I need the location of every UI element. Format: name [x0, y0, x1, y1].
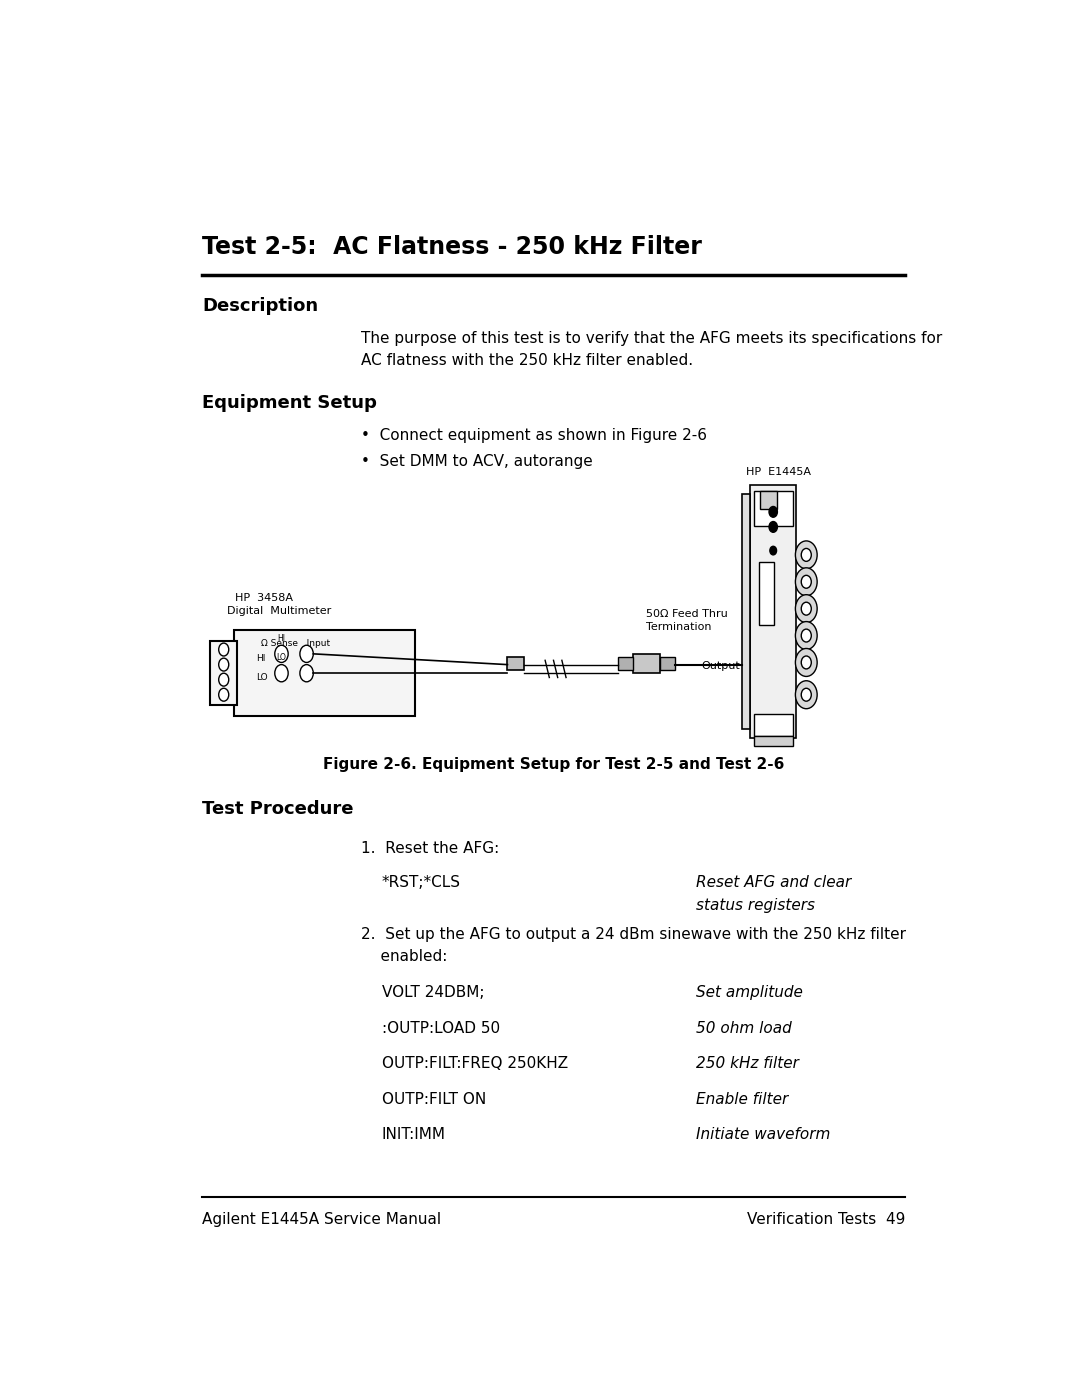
Text: Digital  Multimeter: Digital Multimeter [227, 606, 332, 616]
Text: 1.  Reset the AFG:: 1. Reset the AFG: [361, 841, 499, 856]
Bar [754, 492, 793, 525]
Bar [633, 654, 660, 673]
Text: HP  3458A: HP 3458A [235, 594, 294, 604]
Text: 250 kHz filter: 250 kHz filter [696, 1056, 799, 1071]
Text: HI: HI [278, 634, 285, 643]
Circle shape [218, 658, 229, 671]
Text: Description: Description [202, 296, 319, 314]
Circle shape [801, 629, 811, 643]
Circle shape [801, 657, 811, 669]
Text: OUTP:FILT:FREQ 250KHZ: OUTP:FILT:FREQ 250KHZ [382, 1056, 568, 1071]
Circle shape [795, 622, 818, 650]
Bar [742, 493, 751, 729]
Text: Equipment Setup: Equipment Setup [202, 394, 377, 412]
Text: OUTP:FILT ON: OUTP:FILT ON [382, 1091, 486, 1106]
Text: Test 2-5:  AC Flatness - 250 kHz Filter: Test 2-5: AC Flatness - 250 kHz Filter [202, 235, 702, 258]
Bar [754, 736, 793, 746]
Circle shape [795, 648, 818, 676]
Circle shape [218, 689, 229, 701]
Circle shape [795, 567, 818, 595]
Circle shape [300, 665, 313, 682]
Text: INIT:IMM: INIT:IMM [382, 1127, 446, 1143]
Text: LO: LO [276, 654, 286, 662]
Text: Agilent E1445A Service Manual: Agilent E1445A Service Manual [202, 1213, 441, 1227]
Circle shape [769, 507, 778, 517]
Text: Verification Tests  49: Verification Tests 49 [746, 1213, 905, 1227]
Circle shape [801, 549, 811, 562]
Text: Output: Output [701, 661, 740, 671]
Circle shape [801, 602, 811, 615]
Text: HP  E1445A: HP E1445A [746, 468, 811, 478]
Bar [508, 657, 524, 671]
Circle shape [801, 576, 811, 588]
Text: Termination: Termination [646, 622, 711, 633]
Text: Reset AFG and clear
status registers: Reset AFG and clear status registers [696, 876, 851, 912]
Circle shape [218, 643, 229, 657]
Circle shape [300, 645, 313, 662]
Bar [754, 714, 793, 736]
Circle shape [795, 541, 818, 569]
Bar [618, 657, 633, 671]
Circle shape [769, 521, 778, 532]
Text: 50Ω Feed Thru: 50Ω Feed Thru [646, 609, 727, 619]
Bar [660, 657, 675, 671]
Text: 2.  Set up the AFG to output a 24 dBm sinewave with the 250 kHz filter
    enabl: 2. Set up the AFG to output a 24 dBm sin… [361, 928, 906, 964]
Text: VOLT 24DBM;: VOLT 24DBM; [382, 985, 485, 1000]
Bar [211, 641, 238, 705]
Text: :OUTP:LOAD 50: :OUTP:LOAD 50 [382, 1021, 500, 1035]
Circle shape [218, 673, 229, 686]
Text: *RST;*CLS: *RST;*CLS [382, 876, 461, 890]
Bar [758, 563, 773, 624]
Text: LO: LO [256, 673, 268, 682]
Text: Ω Sense   Input: Ω Sense Input [260, 638, 329, 648]
Circle shape [274, 665, 288, 682]
Text: Enable filter: Enable filter [696, 1091, 788, 1106]
Circle shape [795, 680, 818, 708]
Text: Figure 2-6. Equipment Setup for Test 2-5 and Test 2-6: Figure 2-6. Equipment Setup for Test 2-5… [323, 757, 784, 773]
Circle shape [795, 595, 818, 623]
Circle shape [770, 546, 777, 555]
Text: •  Connect equipment as shown in Figure 2-6: • Connect equipment as shown in Figure 2… [361, 427, 707, 443]
Text: Set amplitude: Set amplitude [696, 985, 802, 1000]
Text: •  Set DMM to ACV, autorange: • Set DMM to ACV, autorange [361, 454, 593, 469]
Bar [233, 630, 416, 717]
Bar [760, 492, 777, 509]
Text: The purpose of this test is to verify that the AFG meets its specifications for
: The purpose of this test is to verify th… [361, 331, 942, 369]
Circle shape [274, 645, 288, 662]
Text: Test Procedure: Test Procedure [202, 800, 353, 819]
Text: Initiate waveform: Initiate waveform [696, 1127, 831, 1143]
Text: 50 ohm load: 50 ohm load [696, 1021, 792, 1035]
Bar [751, 485, 796, 738]
Text: HI: HI [256, 654, 266, 662]
Circle shape [801, 689, 811, 701]
